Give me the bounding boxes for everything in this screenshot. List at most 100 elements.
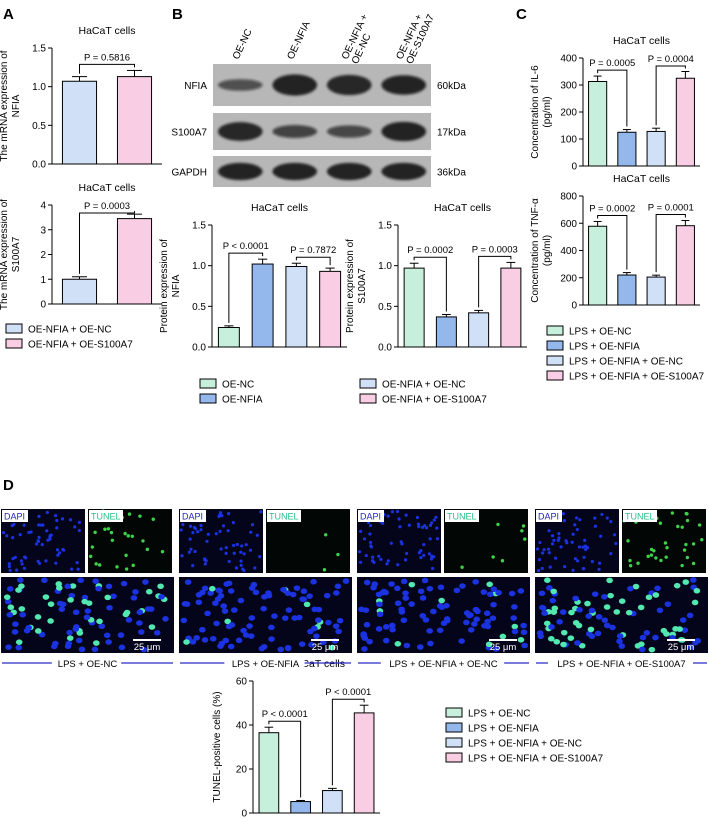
tunel-dot (649, 547, 654, 552)
bar-1 (617, 274, 637, 306)
nucleus (420, 525, 425, 529)
tunel-positive-cell (81, 598, 88, 605)
nucleus (609, 519, 613, 524)
nucleus (419, 556, 423, 560)
nucleus (132, 589, 139, 595)
nucleus (45, 510, 49, 515)
nucleus (224, 546, 228, 550)
p-value-label: P = 0.0005 (589, 58, 635, 69)
nucleus (64, 583, 72, 590)
nucleus (368, 532, 372, 536)
tunel-dot (496, 522, 500, 527)
blot-rows: NFIA 60kDa S100A7 17kDa GAPDH 36kDa (171, 64, 466, 187)
tunel-positive-cell (603, 604, 611, 610)
nucleus (472, 579, 479, 585)
bar-0 (403, 267, 425, 348)
nucleus (590, 559, 594, 564)
y-axis-label: The mRNA expression of (0, 199, 10, 310)
tunel-positive-cell (209, 585, 216, 592)
nucleus (227, 559, 231, 564)
nucleus (6, 611, 14, 618)
nucleus (110, 593, 117, 600)
chart-title: HaCaT cells (613, 35, 670, 47)
nucleus (11, 629, 19, 635)
tunel-positive-cell (553, 638, 561, 645)
tunel-dot (93, 530, 97, 535)
significance-bracket (597, 214, 628, 270)
legend-d: LPS + OE-NC LPS + OE-NFIA LPS + OE-NFIA + … (445, 707, 604, 765)
nucleus (4, 598, 12, 605)
legend-b: OE-NC OE-NFIA + OE-NC OE-NFIA OE-NFIA + OE-… (199, 378, 487, 406)
nucleus (538, 590, 546, 597)
nucleus (235, 637, 243, 644)
blot-row-label: GAPDH (171, 168, 207, 179)
nucleus (480, 589, 488, 595)
legend-swatch (359, 393, 377, 404)
nucleus (371, 555, 375, 559)
y-axis-label: Concentration of IL-6 (530, 65, 541, 159)
nucleus (226, 511, 231, 516)
chart-title: HaCaT cells (251, 202, 308, 214)
blot-band (272, 124, 318, 139)
tunel-dot (628, 564, 633, 568)
nucleus (557, 532, 561, 536)
nucleus (138, 629, 145, 635)
chart-title: HaCaT cells (613, 173, 670, 185)
micro-group-2: DAPI TUNEL 25 μm LPS + OE-NFIA + OE-NC (357, 509, 530, 670)
bar-3 (675, 77, 695, 167)
nucleus (239, 559, 243, 563)
nucleus (376, 601, 383, 608)
scale-label: 25 μm (490, 642, 517, 653)
tunel-dot (160, 549, 165, 554)
nucleus (495, 589, 502, 596)
nucleus (548, 565, 552, 569)
nucleus (158, 594, 165, 600)
nucleus (188, 537, 192, 541)
tunel-positive-cell (568, 609, 575, 616)
nucleus (573, 523, 577, 527)
nucleus (408, 601, 415, 607)
nucleus (342, 578, 350, 584)
nucleus (597, 567, 601, 571)
nucleus (95, 585, 102, 592)
nucleus (429, 557, 434, 561)
nucleus (426, 585, 434, 592)
nucleus (293, 585, 301, 591)
legend-swatch (546, 325, 564, 336)
nucleus (366, 638, 373, 645)
tunel-dot (88, 554, 93, 559)
nucleus (581, 545, 585, 549)
nucleus (427, 640, 434, 647)
tunel-label-bg (89, 510, 123, 522)
nucleus (436, 627, 444, 634)
western-blot: OE-NC OE-NFIA OE-NFIA +OE-NC OE-NFIA +OE-S1… (171, 12, 466, 187)
nucleus (484, 618, 491, 625)
nucleus (577, 545, 582, 549)
nucleus (417, 588, 425, 595)
nucleus (38, 631, 46, 638)
y-axis-label: (pg/ml) (542, 235, 553, 266)
nucleus (242, 632, 250, 638)
legend-label: LPS + OE-NFIA + OE-NC (569, 357, 683, 368)
tunel-positive-cell (676, 626, 683, 632)
legend-swatch (546, 370, 564, 381)
nucleus (601, 617, 609, 623)
nucleus (380, 588, 388, 595)
nucleus (37, 535, 41, 539)
nucleus (371, 581, 379, 587)
nucleus (299, 596, 306, 602)
y-tick-label: 2 (40, 250, 46, 261)
nucleus (520, 622, 527, 629)
nucleus (68, 518, 73, 522)
y-tick-label: 0.5 (32, 121, 46, 132)
nucleus (570, 540, 574, 544)
nucleus (609, 624, 616, 631)
y-tick-label: 0 (571, 162, 577, 173)
nucleus (681, 627, 689, 633)
nucleus (489, 615, 497, 622)
nucleus (1, 530, 6, 535)
nucleus (226, 529, 230, 533)
legend-label: LPS + OE-NFIA (569, 342, 640, 353)
dapi-label: DAPI (4, 512, 25, 522)
